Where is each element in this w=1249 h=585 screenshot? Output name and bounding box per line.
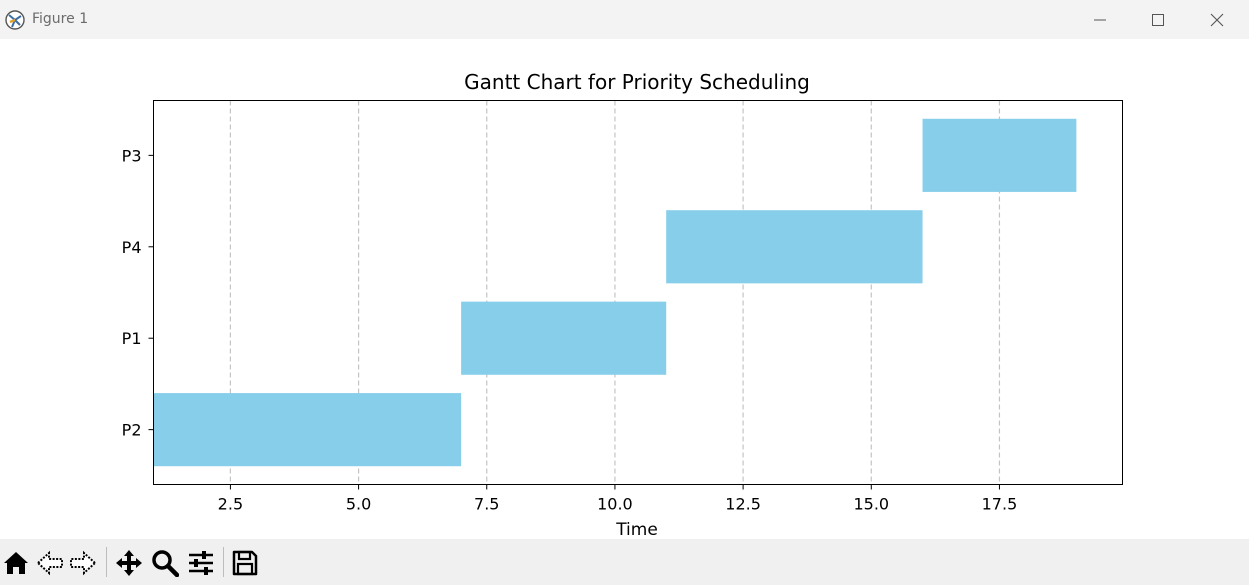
close-button[interactable] xyxy=(1188,0,1246,39)
pan-button[interactable] xyxy=(114,549,144,577)
navigation-toolbar xyxy=(0,539,1249,585)
toolbar-separator xyxy=(106,547,107,577)
gantt-bar-p4 xyxy=(666,210,923,284)
bar-layer xyxy=(153,118,1077,467)
home-button[interactable] xyxy=(1,549,31,577)
app-icon xyxy=(5,10,25,30)
y-tick-label: P2 xyxy=(122,421,142,440)
x-tick-label: 12.5 xyxy=(725,495,761,514)
configure-subplots-button[interactable] xyxy=(186,549,216,577)
figure-canvas: Gantt Chart for Priority Scheduling 2.5 5… xyxy=(0,39,1249,540)
x-tick-layer: 2.5 5.0 7.5 10.0 12.5 15.0 17.5 xyxy=(218,484,1018,514)
chart-title: Gantt Chart for Priority Scheduling xyxy=(464,70,810,94)
back-button[interactable] xyxy=(35,549,65,577)
maximize-icon xyxy=(1152,13,1164,26)
back-icon xyxy=(36,550,63,576)
save-icon xyxy=(232,550,258,576)
minimize-button[interactable] xyxy=(1071,0,1129,39)
y-tick-label: P3 xyxy=(122,146,142,165)
x-axis-label: Time xyxy=(615,520,658,539)
pan-icon xyxy=(116,550,142,576)
y-tick-label: P4 xyxy=(122,238,142,257)
x-tick-label: 2.5 xyxy=(218,495,243,514)
close-icon xyxy=(1210,13,1224,26)
minimize-icon xyxy=(1094,19,1106,20)
maximize-button[interactable] xyxy=(1129,0,1187,39)
home-icon xyxy=(4,552,28,574)
x-tick-label: 10.0 xyxy=(597,495,633,514)
x-tick-label: 7.5 xyxy=(474,495,499,514)
gantt-bar-p1 xyxy=(461,301,667,375)
toolbar-separator xyxy=(223,547,224,577)
zoom-button[interactable] xyxy=(150,549,180,577)
gantt-chart: Gantt Chart for Priority Scheduling 2.5 5… xyxy=(122,70,1123,540)
x-tick-label: 5.0 xyxy=(346,495,371,514)
gantt-bar-p2 xyxy=(153,393,462,467)
y-tick-label: P1 xyxy=(122,329,142,348)
zoom-icon xyxy=(152,550,179,577)
window-title: Figure 1 xyxy=(32,11,89,27)
x-tick-label: 17.5 xyxy=(982,495,1018,514)
forward-button[interactable] xyxy=(68,549,98,577)
plot-frame xyxy=(153,100,1123,485)
save-button[interactable] xyxy=(230,549,260,577)
gantt-bar-p3 xyxy=(922,118,1077,192)
x-tick-label: 15.0 xyxy=(853,495,889,514)
title-bar: Figure 1 xyxy=(0,0,1249,39)
configure-subplots-icon xyxy=(189,551,213,575)
forward-icon xyxy=(70,550,97,576)
y-tick-layer: P2 P1 P4 P3 xyxy=(122,146,154,440)
